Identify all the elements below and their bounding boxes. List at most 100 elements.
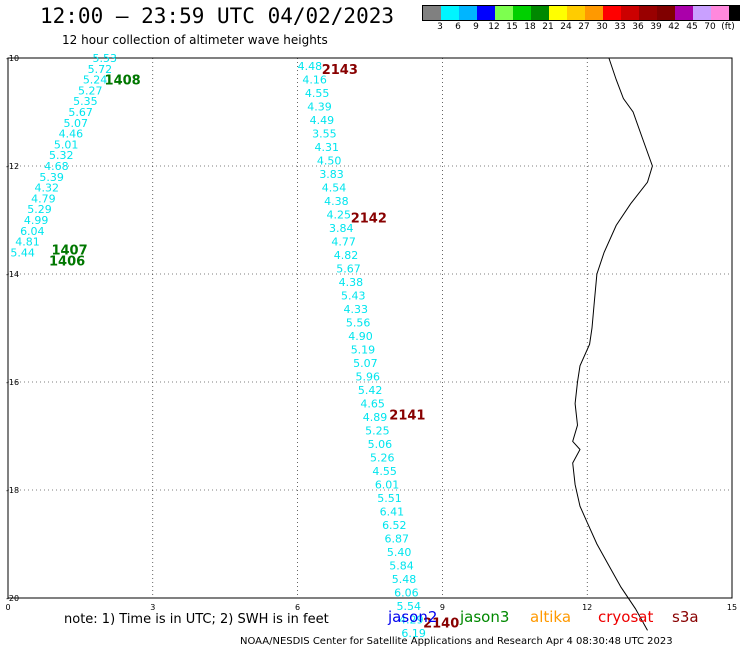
wave-height-value: 6.06 <box>394 587 419 600</box>
scale-label: 39 <box>650 22 662 32</box>
wave-height-value: 5.67 <box>336 263 361 276</box>
wave-height-value: 4.25 <box>327 209 352 222</box>
wave-height-value: 5.67 <box>68 106 93 119</box>
pass-number-label: 2141 <box>389 408 425 423</box>
scale-swatch <box>477 6 495 20</box>
scale-label: 21 <box>542 22 554 32</box>
lat-tick-label: -16 <box>6 378 19 387</box>
wave-height-value: 5.26 <box>370 452 395 465</box>
lon-tick-label: 0 <box>5 603 10 612</box>
wave-height-value: 4.39 <box>307 101 332 114</box>
wave-height-value: 5.84 <box>389 560 414 573</box>
lon-tick-label: 12 <box>582 603 592 612</box>
wave-height-value: 6.01 <box>375 479 400 492</box>
page-subtitle: 12 hour collection of altimeter wave hei… <box>62 33 328 47</box>
pass-number-label: 2142 <box>351 211 387 226</box>
lat-tick-label: -10 <box>6 54 19 63</box>
satellite-cryosat: cryosat <box>598 608 654 626</box>
wave-height-value: 5.07 <box>64 117 89 130</box>
scale-swatch <box>441 6 459 20</box>
wave-height-value: 6.52 <box>382 519 407 532</box>
scale-label: 6 <box>455 22 461 32</box>
pass-number-label: 1406 <box>49 255 85 270</box>
scale-swatch <box>549 6 567 20</box>
wave-height-value: 4.31 <box>314 141 339 154</box>
wave-height-value: 4.82 <box>334 249 359 262</box>
map-frame <box>7 57 733 599</box>
wave-height-color-scale <box>422 5 740 21</box>
pass-number-label: 2143 <box>322 63 358 78</box>
wave-height-value: 5.19 <box>351 344 376 357</box>
wave-height-value: 4.48 <box>298 60 323 73</box>
wave-height-value: 4.65 <box>360 398 385 411</box>
wave-height-value: 5.54 <box>397 600 422 613</box>
wave-height-value: 5.43 <box>341 290 366 303</box>
wave-height-value: 5.27 <box>78 84 103 97</box>
wave-height-value: 6.19 <box>401 627 426 640</box>
scale-swatch <box>495 6 513 20</box>
wave-height-value: 5.01 <box>54 138 79 151</box>
wave-height-value: 4.55 <box>305 87 330 100</box>
wave-height-value: 6.87 <box>384 533 409 546</box>
scale-swatch <box>603 6 621 20</box>
satellite-s3a: s3a <box>672 608 699 626</box>
scale-label: 70 <box>704 22 716 32</box>
wave-height-value: 4.81 <box>15 236 39 249</box>
pass-number-label: 1407 <box>51 244 87 259</box>
scale-swatch <box>639 6 657 20</box>
wave-height-value: 5.42 <box>358 384 383 397</box>
page-title: 12:00 — 23:59 UTC 04/02/2023 <box>40 4 395 28</box>
wave-height-value: 4.68 <box>44 160 68 173</box>
scale-swatch <box>711 6 729 20</box>
scale-swatch <box>585 6 603 20</box>
wave-height-value: 5.06 <box>368 438 393 451</box>
wave-height-value: 4.32 <box>35 182 60 195</box>
satellite-altika: altika <box>530 608 572 626</box>
footer-credit: NOAA/NESDIS Center for Satellite Applica… <box>240 636 673 647</box>
coastline <box>572 57 653 631</box>
lat-tick-label: -20 <box>6 594 19 603</box>
lon-tick-label: 6 <box>295 603 300 612</box>
scale-swatch <box>657 6 675 20</box>
note-text: note: 1) Time is in UTC; 2) SWH is in fe… <box>64 612 329 627</box>
scale-swatch <box>621 6 639 20</box>
wave-height-value: 4.54 <box>322 182 347 195</box>
scale-label: 3 <box>437 22 443 32</box>
scale-swatch <box>423 6 441 20</box>
scale-label: 9 <box>473 22 479 32</box>
wave-height-value: 4.49 <box>310 114 335 127</box>
wave-height-value: 5.96 <box>356 371 381 384</box>
wave-height-value: 5.44 <box>10 246 35 259</box>
wave-height-value: 5.32 <box>49 149 74 162</box>
scale-label: 42 <box>668 22 680 32</box>
wave-height-value: 5.35 <box>73 95 98 108</box>
wave-height-value: 5.56 <box>346 317 371 330</box>
wave-height-value: 4.38 <box>324 195 349 208</box>
wave-height-value: 5.48 <box>392 573 417 586</box>
wave-height-value: 4.89 <box>363 411 388 424</box>
scale-label: 15 <box>506 22 518 32</box>
wave-height-value: 5.72 <box>88 63 113 76</box>
scale-label: 12 <box>488 22 500 32</box>
wave-height-value: 6.41 <box>380 506 405 519</box>
wave-height-value: 4.90 <box>348 330 373 343</box>
wave-height-value: 4.50 <box>317 155 342 168</box>
wave-height-value: 5.07 <box>353 357 378 370</box>
wave-height-value: 4.55 <box>372 465 397 478</box>
scale-label: 30 <box>596 22 608 32</box>
wave-height-value: 4.38 <box>339 276 364 289</box>
wave-height-value: 6.04 <box>20 225 45 238</box>
wave-height-value: 4.79 <box>31 192 56 205</box>
wave-height-value: 3.55 <box>312 128 337 141</box>
satellite-jason2: jason2 <box>388 608 438 626</box>
scale-swatch <box>459 6 477 20</box>
wave-height-value: 5.25 <box>365 425 390 438</box>
wave-height-value: 5.51 <box>377 492 402 505</box>
wave-height-value: 4.29 <box>399 614 424 627</box>
wave-height-value: 5.40 <box>387 546 412 559</box>
lat-tick-label: -14 <box>6 270 19 279</box>
scale-swatch <box>513 6 531 20</box>
scale-label: 24 <box>560 22 572 32</box>
scale-swatch <box>567 6 585 20</box>
